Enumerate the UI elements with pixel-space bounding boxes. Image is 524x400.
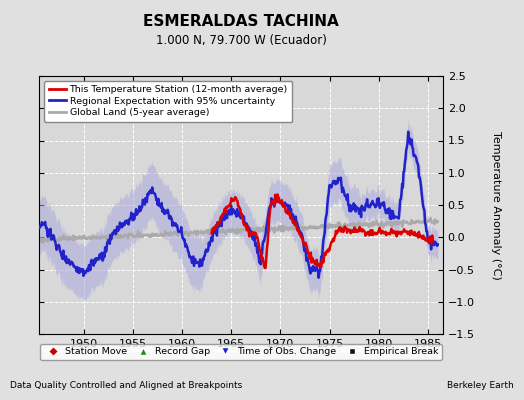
Legend: This Temperature Station (12-month average), Regional Expectation with 95% uncer: This Temperature Station (12-month avera… — [44, 81, 292, 122]
Legend: Station Move, Record Gap, Time of Obs. Change, Empirical Break: Station Move, Record Gap, Time of Obs. C… — [40, 344, 442, 360]
Text: ESMERALDAS TACHINA: ESMERALDAS TACHINA — [143, 14, 339, 30]
Text: Data Quality Controlled and Aligned at Breakpoints: Data Quality Controlled and Aligned at B… — [10, 381, 243, 390]
Y-axis label: Temperature Anomaly (°C): Temperature Anomaly (°C) — [492, 131, 501, 279]
Text: 1.000 N, 79.700 W (Ecuador): 1.000 N, 79.700 W (Ecuador) — [156, 34, 326, 47]
Text: Berkeley Earth: Berkeley Earth — [447, 381, 514, 390]
